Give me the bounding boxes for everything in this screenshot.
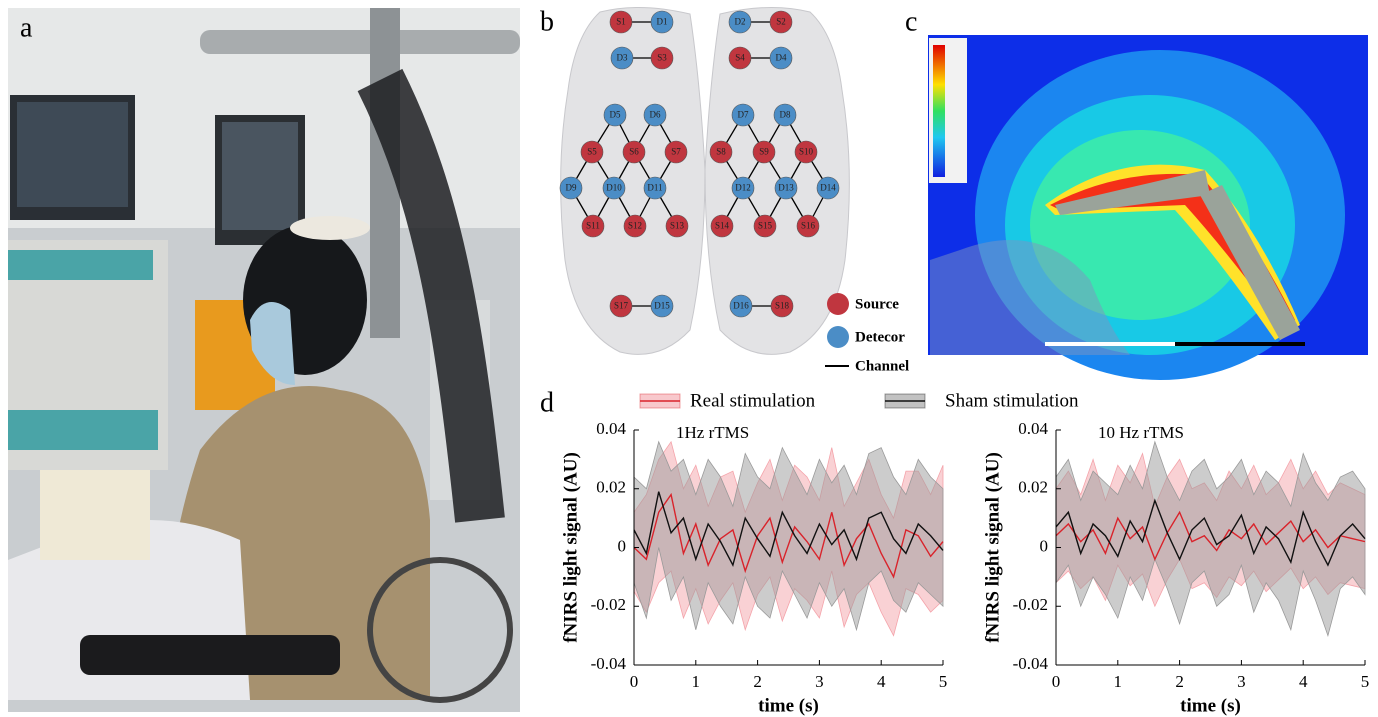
node-label: S5: [587, 147, 597, 157]
node-label: S8: [716, 147, 726, 157]
photo: [8, 8, 520, 712]
y-axis-title: fNIRS light signal (AU): [982, 452, 1003, 643]
x-tick-label: 0: [630, 672, 639, 691]
panel-label: c: [905, 6, 917, 37]
x-axis-title: time (s): [1180, 695, 1241, 716]
node-label: S11: [586, 221, 600, 231]
node-label: D14: [820, 183, 836, 193]
node-label: D11: [647, 183, 662, 193]
legend-label: Detecor: [855, 329, 905, 345]
x-tick-label: 1: [692, 672, 701, 691]
chart-title: 1Hz rTMS: [676, 423, 749, 442]
y-tick-label: 0: [1040, 536, 1049, 555]
figure: a b c d S1 D1 D3 S3 D5 D6 S5 S6 S7 D9 D10 D11 S11 S12 S13 S…: [0, 0, 1378, 717]
field-simulation: [928, 35, 1368, 380]
x-tick-label: 4: [877, 672, 886, 691]
node-label: D16: [733, 301, 749, 311]
node-label: S16: [801, 221, 816, 231]
node-label: D15: [654, 301, 670, 311]
node-label: D10: [606, 183, 622, 193]
node-label: D1: [657, 17, 668, 27]
y-tick-label: -0.02: [1013, 595, 1048, 614]
x-tick-label: 1: [1114, 672, 1123, 691]
node-label: D4: [776, 53, 787, 63]
node-label: S14: [715, 221, 730, 231]
legend-swatch: [827, 326, 849, 348]
chart-title: 10 Hz rTMS: [1098, 423, 1184, 442]
legend-label: Real stimulation: [690, 390, 816, 411]
x-tick-label: 0: [1052, 672, 1061, 691]
legend-label: Sham stimulation: [945, 390, 1079, 411]
y-tick-label: 0.04: [596, 419, 626, 438]
panel-label: b: [540, 6, 554, 37]
node-label: S12: [628, 221, 642, 231]
node-label: D12: [735, 183, 751, 193]
legend-label: Source: [855, 296, 899, 312]
x-tick-label: 2: [753, 672, 762, 691]
node-label: D6: [650, 110, 661, 120]
y-tick-label: 0: [618, 536, 627, 555]
legend-label: Channel: [855, 358, 909, 374]
panel-label: a: [20, 12, 33, 43]
y-tick-label: -0.02: [591, 595, 626, 614]
node-label: D5: [610, 110, 621, 120]
legend-swatch: [827, 293, 849, 315]
x-tick-label: 5: [1361, 672, 1370, 691]
y-tick-label: -0.04: [591, 654, 627, 673]
x-tick-label: 3: [815, 672, 824, 691]
node-label: S17: [614, 301, 629, 311]
node-label: D3: [617, 53, 628, 63]
y-tick-label: 0.02: [596, 478, 626, 497]
node-label: S7: [671, 147, 681, 157]
node-label: S6: [629, 147, 639, 157]
x-axis-title: time (s): [758, 695, 819, 716]
x-tick-label: 5: [939, 672, 948, 691]
node-label: D2: [735, 17, 746, 27]
panel-label: d: [540, 387, 554, 418]
node-label: S1: [616, 17, 626, 27]
node-label: S9: [759, 147, 769, 157]
node-label: D7: [738, 110, 749, 120]
node-label: S3: [657, 53, 667, 63]
x-tick-label: 2: [1175, 672, 1184, 691]
x-tick-label: 3: [1237, 672, 1246, 691]
x-tick-label: 4: [1299, 672, 1308, 691]
node-label: S18: [775, 301, 790, 311]
node-label: D9: [566, 183, 577, 193]
node-label: S15: [758, 221, 773, 231]
y-tick-label: -0.04: [1013, 654, 1049, 673]
node-label: S13: [670, 221, 685, 231]
node-label: D8: [780, 110, 791, 120]
y-tick-label: 0.04: [1018, 419, 1048, 438]
node-label: D13: [778, 183, 794, 193]
y-tick-label: 0.02: [1018, 478, 1048, 497]
node-label: S2: [776, 17, 786, 27]
node-label: S4: [735, 53, 745, 63]
node-label: S10: [799, 147, 814, 157]
y-axis-title: fNIRS light signal (AU): [560, 452, 581, 643]
